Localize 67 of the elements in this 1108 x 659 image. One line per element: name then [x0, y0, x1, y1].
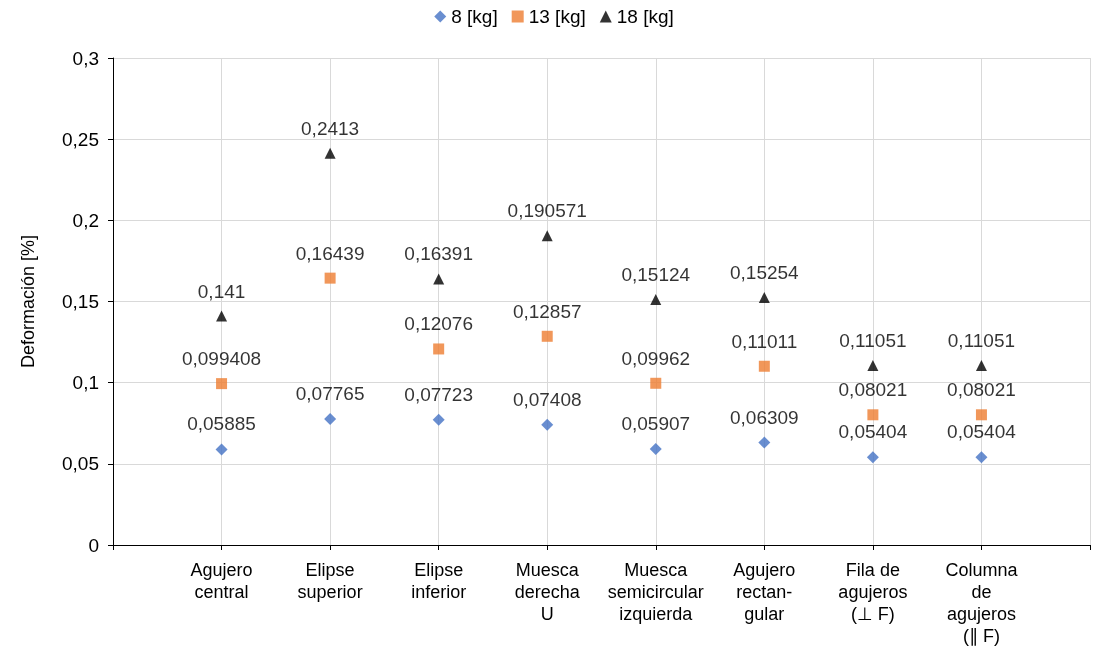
point	[758, 360, 770, 372]
data-label: 0,07408	[512, 388, 582, 410]
point	[758, 436, 771, 449]
point	[433, 343, 445, 355]
point	[975, 409, 987, 421]
x-tick-label: Elipse inferior	[411, 560, 467, 602]
data-label: 0,05907	[621, 413, 691, 435]
y-tick-label: 0,2	[72, 209, 99, 231]
point	[541, 230, 553, 242]
data-label: 0,11011	[731, 330, 798, 352]
y-tick-label: 0,05	[62, 453, 99, 475]
x-tick-label: Agujero central	[190, 560, 253, 602]
data-label: 0,08021	[947, 379, 1016, 401]
point	[324, 147, 336, 159]
data-label: 0,16439	[295, 242, 365, 264]
y-tick-label: 0,3	[72, 47, 99, 69]
data-label: 0,2413	[301, 117, 360, 139]
point	[975, 451, 988, 464]
point	[433, 273, 445, 285]
y-tick-label: 0,25	[62, 128, 99, 150]
legend-label: 13 [kg]	[528, 6, 586, 27]
data-label: 0,12076	[404, 313, 474, 335]
data-label: 0,11051	[947, 330, 1016, 352]
data-label: 0,05885	[187, 413, 256, 435]
point	[649, 443, 662, 456]
point	[324, 272, 336, 284]
x-tick-label: Muesca semicircular izquierda	[607, 560, 704, 624]
point	[867, 409, 879, 421]
point	[758, 291, 770, 303]
data-label: 0,099408	[181, 348, 262, 370]
x-tick-label: Muesca derecha U	[514, 560, 581, 624]
x-tick-label: Fila de agujeros (⊥ F)	[838, 560, 908, 624]
data-label: 0,07723	[404, 383, 474, 405]
data-label: 0,16391	[404, 243, 474, 265]
point	[324, 412, 337, 425]
data-label: 0,11051	[839, 330, 907, 352]
point	[867, 360, 879, 372]
point	[650, 293, 662, 305]
data-label: 0,141	[197, 280, 246, 302]
y-tick-label: 0,1	[72, 372, 99, 394]
point	[541, 418, 554, 431]
data-label: 0,15254	[729, 261, 800, 283]
point	[216, 378, 228, 390]
data-label: 0,190571	[507, 200, 587, 222]
point	[866, 451, 879, 464]
data-label: 0,12857	[512, 300, 582, 322]
legend-label: 18 [kg]	[616, 6, 674, 27]
point	[216, 310, 228, 322]
x-tick-label: Columna de agujeros (∥ F)	[945, 560, 1019, 646]
point	[432, 413, 445, 426]
data-label: 0,06309	[729, 406, 799, 428]
legend-label: 8 [kg]	[451, 6, 498, 27]
point	[215, 443, 228, 456]
data-label: 0,05404	[838, 421, 908, 443]
y-axis-title: Deformación [%]	[18, 234, 38, 369]
y-tick-label: 0,15	[62, 291, 99, 312]
x-tick-label: Agujero rectan- gular	[733, 560, 796, 624]
point	[975, 360, 987, 372]
data-label: 0,15124	[621, 263, 691, 285]
point	[650, 377, 662, 389]
data-label: 0,05404	[947, 421, 1017, 443]
data-label: 0,09962	[621, 347, 691, 369]
y-tick-label: 0	[88, 534, 99, 556]
data-label: 0,08021	[838, 379, 908, 401]
x-tick-label: Elipse superior	[297, 560, 363, 602]
point	[541, 330, 553, 342]
data-label: 0,07765	[295, 382, 365, 404]
